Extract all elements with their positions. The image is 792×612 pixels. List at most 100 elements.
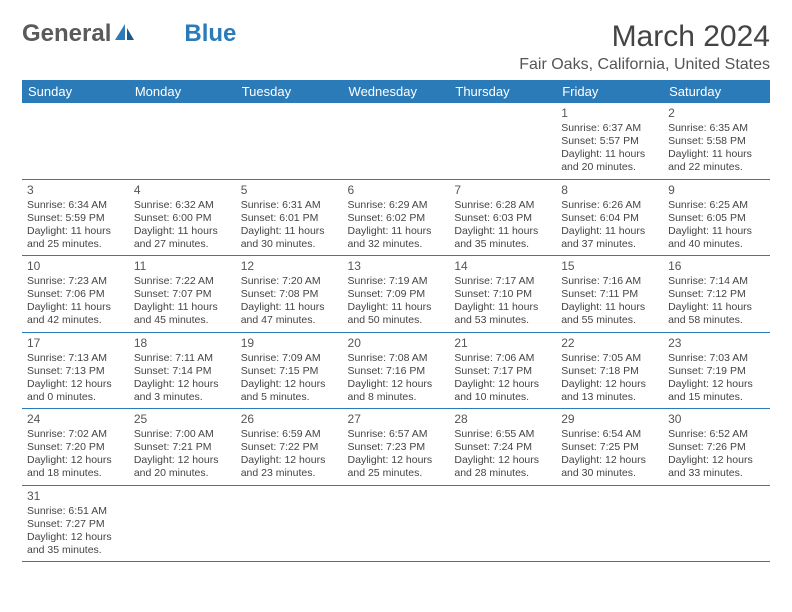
sunrise-line: Sunrise: 7:02 AM <box>27 428 124 441</box>
sunset-line: Sunset: 7:18 PM <box>561 365 658 378</box>
dow-header: Wednesday <box>343 80 450 103</box>
logo-text-blue: Blue <box>184 20 236 48</box>
day-number: 17 <box>27 336 124 351</box>
sunset-line: Sunset: 7:06 PM <box>27 288 124 301</box>
calendar-cell: 17Sunrise: 7:13 AMSunset: 7:13 PMDayligh… <box>22 332 129 409</box>
sunrise-line: Sunrise: 6:52 AM <box>668 428 765 441</box>
calendar-cell: 31Sunrise: 6:51 AMSunset: 7:27 PMDayligh… <box>22 485 129 562</box>
calendar-cell <box>343 103 450 179</box>
day-number: 19 <box>241 336 338 351</box>
day-number: 11 <box>134 259 231 274</box>
day-number: 8 <box>561 183 658 198</box>
daylight-line: Daylight: 11 hours and 35 minutes. <box>454 225 551 251</box>
sunrise-line: Sunrise: 6:34 AM <box>27 199 124 212</box>
sunrise-line: Sunrise: 7:08 AM <box>348 352 445 365</box>
daylight-line: Daylight: 12 hours and 8 minutes. <box>348 378 445 404</box>
daylight-line: Daylight: 11 hours and 40 minutes. <box>668 225 765 251</box>
daylight-line: Daylight: 12 hours and 25 minutes. <box>348 454 445 480</box>
calendar-cell: 3Sunrise: 6:34 AMSunset: 5:59 PMDaylight… <box>22 179 129 256</box>
calendar-cell: 7Sunrise: 6:28 AMSunset: 6:03 PMDaylight… <box>449 179 556 256</box>
daylight-line: Daylight: 12 hours and 15 minutes. <box>668 378 765 404</box>
day-number: 6 <box>348 183 445 198</box>
sunset-line: Sunset: 7:25 PM <box>561 441 658 454</box>
day-number: 28 <box>454 412 551 427</box>
sunrise-line: Sunrise: 7:03 AM <box>668 352 765 365</box>
calendar-cell: 15Sunrise: 7:16 AMSunset: 7:11 PMDayligh… <box>556 256 663 333</box>
calendar-row: 17Sunrise: 7:13 AMSunset: 7:13 PMDayligh… <box>22 332 770 409</box>
calendar-cell: 5Sunrise: 6:31 AMSunset: 6:01 PMDaylight… <box>236 179 343 256</box>
day-number: 3 <box>27 183 124 198</box>
location: Fair Oaks, California, United States <box>519 56 770 74</box>
daylight-line: Daylight: 12 hours and 13 minutes. <box>561 378 658 404</box>
sunrise-line: Sunrise: 7:14 AM <box>668 275 765 288</box>
daylight-line: Daylight: 11 hours and 32 minutes. <box>348 225 445 251</box>
dow-header: Thursday <box>449 80 556 103</box>
daylight-line: Daylight: 11 hours and 25 minutes. <box>27 225 124 251</box>
daylight-line: Daylight: 11 hours and 55 minutes. <box>561 301 658 327</box>
calendar-cell: 2Sunrise: 6:35 AMSunset: 5:58 PMDaylight… <box>663 103 770 179</box>
dow-header: Friday <box>556 80 663 103</box>
sunrise-line: Sunrise: 7:00 AM <box>134 428 231 441</box>
calendar-row: 1Sunrise: 6:37 AMSunset: 5:57 PMDaylight… <box>22 103 770 179</box>
daylight-line: Daylight: 11 hours and 42 minutes. <box>27 301 124 327</box>
calendar-cell <box>343 485 450 562</box>
sunset-line: Sunset: 7:21 PM <box>134 441 231 454</box>
calendar-cell: 12Sunrise: 7:20 AMSunset: 7:08 PMDayligh… <box>236 256 343 333</box>
calendar-cell: 27Sunrise: 6:57 AMSunset: 7:23 PMDayligh… <box>343 409 450 486</box>
sunrise-line: Sunrise: 6:28 AM <box>454 199 551 212</box>
daylight-line: Daylight: 12 hours and 18 minutes. <box>27 454 124 480</box>
daylight-line: Daylight: 11 hours and 22 minutes. <box>668 148 765 174</box>
sunset-line: Sunset: 7:20 PM <box>27 441 124 454</box>
daylight-line: Daylight: 11 hours and 50 minutes. <box>348 301 445 327</box>
daylight-line: Daylight: 11 hours and 20 minutes. <box>561 148 658 174</box>
day-number: 30 <box>668 412 765 427</box>
calendar-cell: 1Sunrise: 6:37 AMSunset: 5:57 PMDaylight… <box>556 103 663 179</box>
daylight-line: Daylight: 11 hours and 27 minutes. <box>134 225 231 251</box>
day-number: 20 <box>348 336 445 351</box>
sunset-line: Sunset: 7:26 PM <box>668 441 765 454</box>
day-number: 29 <box>561 412 658 427</box>
sunrise-line: Sunrise: 6:59 AM <box>241 428 338 441</box>
sunset-line: Sunset: 5:59 PM <box>27 212 124 225</box>
calendar-cell: 21Sunrise: 7:06 AMSunset: 7:17 PMDayligh… <box>449 332 556 409</box>
day-number: 5 <box>241 183 338 198</box>
calendar-row: 3Sunrise: 6:34 AMSunset: 5:59 PMDaylight… <box>22 179 770 256</box>
header: General Blue March 2024 Fair Oaks, Calif… <box>22 20 770 74</box>
sunset-line: Sunset: 7:11 PM <box>561 288 658 301</box>
calendar-cell: 29Sunrise: 6:54 AMSunset: 7:25 PMDayligh… <box>556 409 663 486</box>
sunset-line: Sunset: 6:05 PM <box>668 212 765 225</box>
daylight-line: Daylight: 11 hours and 30 minutes. <box>241 225 338 251</box>
calendar-cell <box>236 103 343 179</box>
daylight-line: Daylight: 12 hours and 20 minutes. <box>134 454 231 480</box>
logo-text-general: General <box>22 20 111 48</box>
calendar-row: 31Sunrise: 6:51 AMSunset: 7:27 PMDayligh… <box>22 485 770 562</box>
calendar-header-row: SundayMondayTuesdayWednesdayThursdayFrid… <box>22 80 770 103</box>
sunset-line: Sunset: 7:17 PM <box>454 365 551 378</box>
logo-sail-icon <box>114 20 136 48</box>
day-number: 4 <box>134 183 231 198</box>
daylight-line: Daylight: 12 hours and 35 minutes. <box>27 531 124 557</box>
daylight-line: Daylight: 12 hours and 0 minutes. <box>27 378 124 404</box>
daylight-line: Daylight: 11 hours and 45 minutes. <box>134 301 231 327</box>
month-title: March 2024 <box>519 20 770 54</box>
sunset-line: Sunset: 7:10 PM <box>454 288 551 301</box>
day-number: 1 <box>561 106 658 121</box>
sunset-line: Sunset: 7:23 PM <box>348 441 445 454</box>
daylight-line: Daylight: 11 hours and 37 minutes. <box>561 225 658 251</box>
calendar-cell <box>236 485 343 562</box>
sunset-line: Sunset: 7:24 PM <box>454 441 551 454</box>
calendar-cell: 6Sunrise: 6:29 AMSunset: 6:02 PMDaylight… <box>343 179 450 256</box>
day-number: 12 <box>241 259 338 274</box>
day-number: 23 <box>668 336 765 351</box>
calendar-cell: 14Sunrise: 7:17 AMSunset: 7:10 PMDayligh… <box>449 256 556 333</box>
daylight-line: Daylight: 11 hours and 53 minutes. <box>454 301 551 327</box>
day-number: 25 <box>134 412 231 427</box>
sunset-line: Sunset: 7:14 PM <box>134 365 231 378</box>
daylight-line: Daylight: 11 hours and 47 minutes. <box>241 301 338 327</box>
day-number: 9 <box>668 183 765 198</box>
calendar-cell: 18Sunrise: 7:11 AMSunset: 7:14 PMDayligh… <box>129 332 236 409</box>
sunrise-line: Sunrise: 6:37 AM <box>561 122 658 135</box>
day-number: 27 <box>348 412 445 427</box>
sunrise-line: Sunrise: 7:13 AM <box>27 352 124 365</box>
sunset-line: Sunset: 6:04 PM <box>561 212 658 225</box>
